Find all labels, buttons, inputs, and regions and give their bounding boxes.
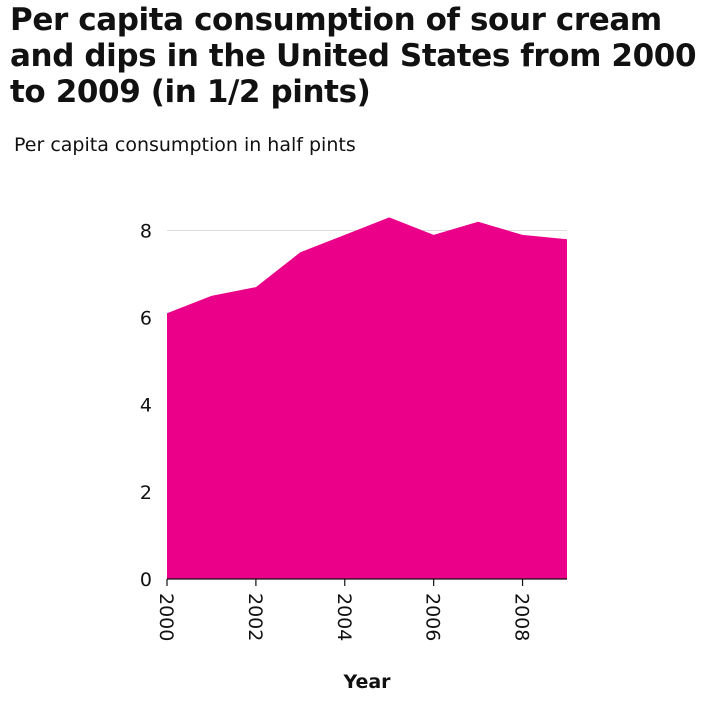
chart-title: Per capita consumption of sour cream and…: [10, 2, 697, 110]
y-axis-title: Per capita consumption in half pints: [14, 134, 356, 156]
x-tick-label: 2006: [422, 593, 444, 641]
consumption-area: [167, 217, 567, 579]
x-tick-label: 2002: [244, 593, 266, 641]
x-tick-label: 2000: [155, 593, 177, 641]
x-tick-label: 2008: [511, 593, 533, 641]
y-tick-label: 8: [140, 220, 152, 242]
x-axis-title: Year: [342, 671, 391, 693]
y-tick-label: 0: [140, 569, 152, 591]
y-axis-ticks: 0 2 4 6 8: [140, 220, 152, 591]
y-tick-label: 6: [140, 308, 152, 330]
y-tick-label: 4: [140, 395, 152, 417]
y-tick-label: 2: [140, 482, 152, 504]
x-axis-ticks: 2000 2002 2004 2006 2008: [155, 579, 533, 641]
x-tick-label: 2004: [333, 593, 355, 641]
